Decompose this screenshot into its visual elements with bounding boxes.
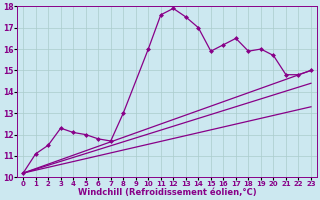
X-axis label: Windchill (Refroidissement éolien,°C): Windchill (Refroidissement éolien,°C): [78, 188, 256, 197]
